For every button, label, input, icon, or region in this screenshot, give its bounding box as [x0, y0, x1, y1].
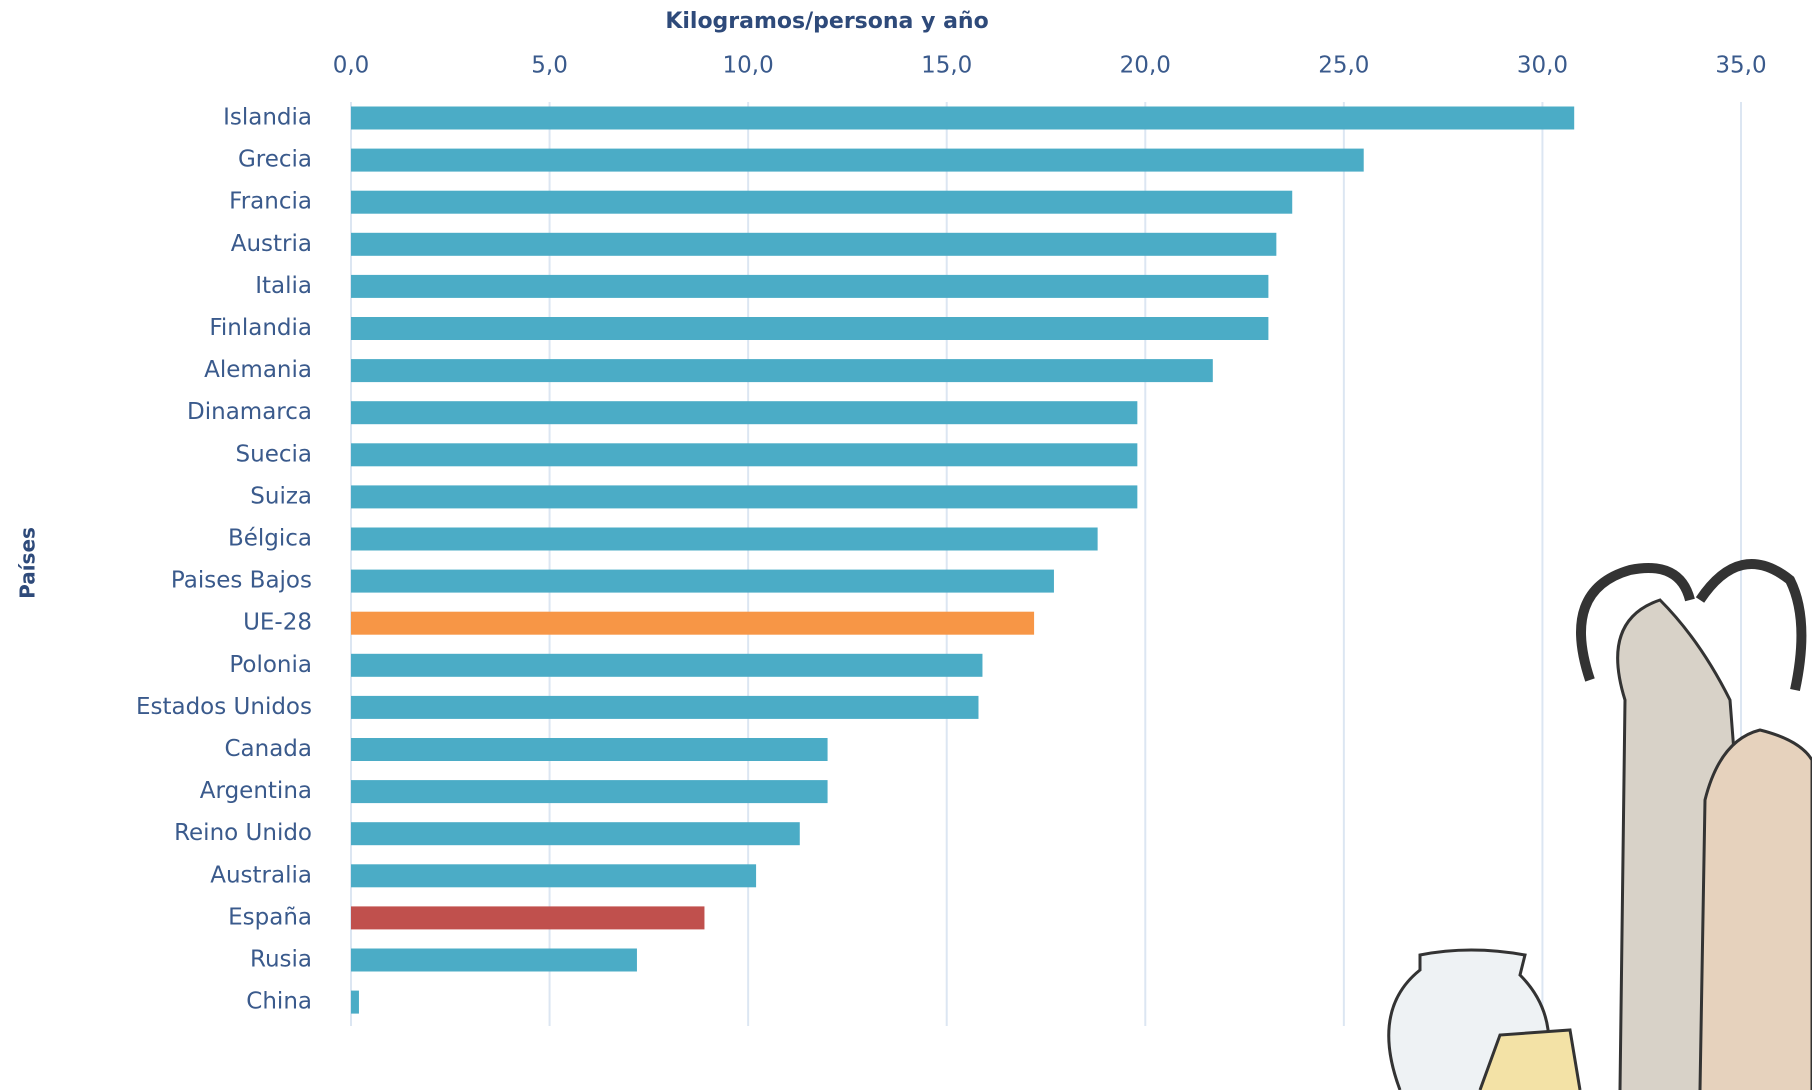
y-tick-label: Austria	[231, 231, 312, 257]
goat-horn	[1576, 563, 1695, 682]
y-tick-label: Francia	[229, 189, 312, 215]
y-tick-label: Dinamarca	[187, 399, 312, 425]
bar	[351, 401, 1138, 425]
y-tick-label: Australia	[210, 862, 312, 888]
bar	[351, 611, 1035, 635]
x-tick-label: 35,0	[1715, 53, 1766, 79]
y-tick-label: Reino Unido	[174, 820, 312, 846]
bar	[351, 317, 1269, 340]
y-tick-label: Canada	[224, 736, 312, 762]
x-tick-label: 0,0	[333, 53, 370, 79]
bar	[351, 695, 979, 719]
y-tick-label: China	[246, 989, 312, 1015]
goat-horn	[1695, 559, 1807, 692]
y-tick-label: Suecia	[236, 441, 312, 467]
x-tick-label: 15,0	[921, 53, 972, 79]
bar	[351, 990, 359, 1014]
sheep-shape	[1698, 728, 1812, 1090]
bar	[351, 569, 1054, 593]
cheese	[1478, 1028, 1582, 1090]
bar	[351, 864, 757, 888]
bar	[351, 359, 1213, 383]
bar	[351, 780, 828, 804]
bar	[351, 232, 1277, 256]
x-tick-label: 20,0	[1120, 53, 1171, 79]
y-tick-label: Finlandia	[209, 315, 312, 341]
y-tick-label: Grecia	[238, 147, 312, 173]
bar	[351, 148, 1364, 172]
x-tick-label: 10,0	[723, 53, 774, 79]
x-tick-label: 25,0	[1318, 53, 1369, 79]
y-tick-label: Bélgica	[228, 526, 312, 552]
bar	[351, 485, 1138, 509]
bar	[351, 106, 1575, 130]
y-tick-label: Polonia	[229, 652, 312, 678]
y-tick-label: UE-28	[243, 610, 312, 636]
y-tick-label: Suiza	[250, 483, 312, 509]
bar	[351, 653, 983, 677]
y-tick-label: Estados Unidos	[136, 694, 312, 720]
bar	[351, 527, 1098, 551]
chart-title: Kilogramos/persona y año	[665, 9, 988, 34]
x-tick-label: 30,0	[1517, 53, 1568, 79]
illustration	[1387, 559, 1812, 1090]
bar	[351, 443, 1138, 467]
bar	[351, 822, 800, 846]
y-tick-label: Islandia	[223, 105, 312, 131]
bar	[351, 738, 828, 761]
bar	[351, 948, 637, 972]
y-tick-label: Argentina	[200, 778, 312, 804]
y-tick-label: Paises Bajos	[171, 568, 312, 594]
bar	[351, 190, 1293, 214]
y-axis-label: Países	[16, 527, 40, 599]
bar	[351, 274, 1269, 298]
bar	[351, 906, 705, 930]
y-tick-label: Rusia	[250, 947, 312, 973]
y-tick-label: Alemania	[204, 357, 312, 383]
y-tick-label: Italia	[255, 273, 312, 299]
x-tick-label: 5,0	[531, 53, 568, 79]
y-tick-label: España	[228, 904, 312, 930]
